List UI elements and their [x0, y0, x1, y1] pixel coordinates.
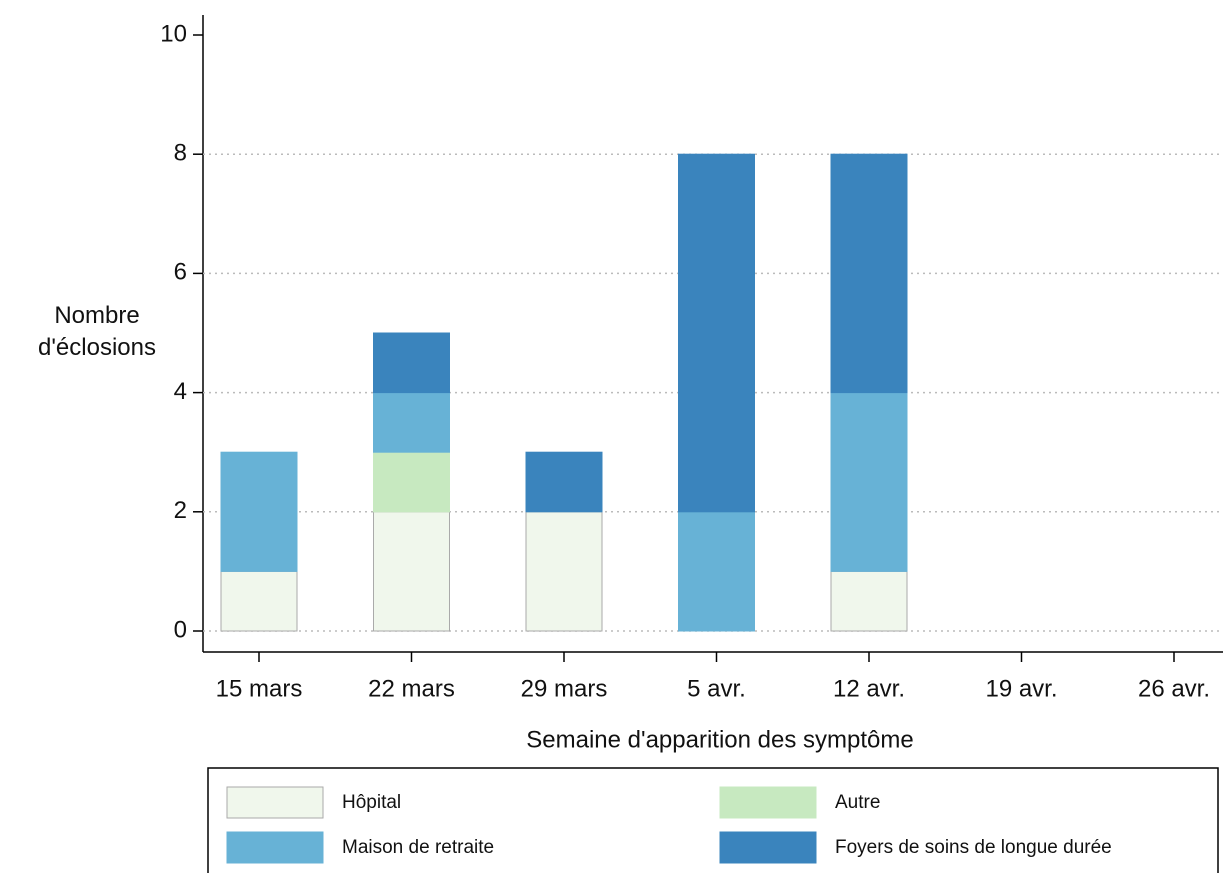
y-tick-label: 6 — [174, 259, 187, 286]
y-tick-label: 10 — [160, 20, 187, 47]
bar-segment — [830, 153, 908, 394]
x-tick-label: 26 avr. — [1138, 675, 1210, 702]
x-tick-label: 19 avr. — [985, 675, 1057, 702]
y-tick-label: 4 — [174, 378, 187, 405]
bar-segment — [373, 511, 450, 632]
legend-label: Foyers de soins de longue durée — [835, 837, 1112, 858]
x-tick-label: 5 avr. — [687, 675, 746, 702]
legend-swatch — [226, 831, 324, 864]
x-tick-label: 22 mars — [368, 675, 455, 702]
y-tick-label: 8 — [174, 140, 187, 167]
bar-segment — [830, 570, 908, 632]
bar-segment — [220, 570, 298, 632]
legend-label: Hôpital — [342, 792, 401, 813]
y-axis-title: Nombre d'éclosions — [38, 302, 156, 361]
x-tick-label: 15 mars — [216, 675, 303, 702]
legend-swatch — [719, 831, 817, 864]
bar-segment — [525, 451, 603, 513]
bar-segment — [373, 332, 450, 394]
bar-segment — [830, 392, 908, 572]
legend-swatch — [719, 786, 817, 819]
legend-swatch — [226, 786, 324, 819]
bar-segment — [525, 511, 603, 632]
y-tick-label: 0 — [174, 616, 187, 643]
x-tick-label: 12 avr. — [833, 675, 905, 702]
x-axis-title: Semaine d'apparition des symptôme — [526, 726, 913, 753]
legend-label: Maison de retraite — [342, 837, 494, 858]
bar-segment — [678, 511, 755, 632]
y-tick-label: 2 — [174, 497, 187, 524]
bar-segment — [373, 451, 450, 513]
x-tick-label: 29 mars — [521, 675, 608, 702]
legend-label: Autre — [835, 792, 880, 813]
bar-segment — [373, 392, 450, 453]
bar-segment — [220, 451, 298, 572]
bar-segment — [678, 153, 755, 513]
legend-box — [207, 767, 1219, 873]
